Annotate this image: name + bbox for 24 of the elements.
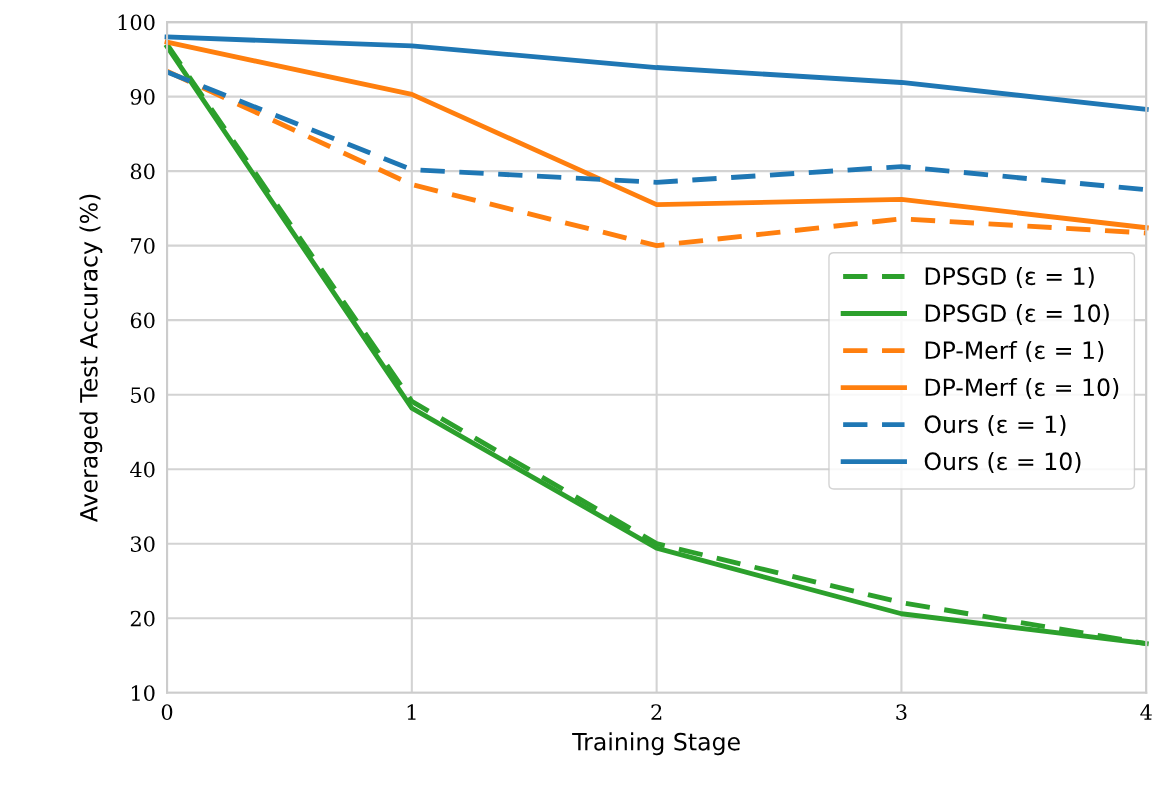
y-tick-label: 100: [118, 14, 155, 31]
y-tick-label: 60: [130, 312, 155, 329]
y-axis-title: Averaged Test Accuracy (%): [79, 194, 103, 523]
x-tick-label: 4: [1140, 704, 1152, 720]
legend-label: DP-Merf (ε = 1): [925, 340, 1104, 362]
x-tick-label: 2: [651, 704, 662, 720]
x-tick-label: 1: [407, 704, 416, 720]
y-tick-label: 30: [131, 536, 155, 552]
legend-label: DPSGD (ε = 1): [925, 266, 1094, 288]
y-tick-label: 10: [131, 685, 155, 701]
y-tick-label: 40: [130, 461, 155, 478]
x-tick-label: 3: [896, 704, 907, 720]
y-tick-label: 20: [130, 610, 155, 627]
x-tick-label: 0: [161, 704, 173, 720]
y-tick-label: 80: [130, 163, 155, 180]
legend-label: DP-Merf (ε = 10): [925, 377, 1119, 399]
line-series: [164, 34, 1149, 112]
legend-label: DPSGD (ε = 10): [925, 303, 1109, 325]
legend-label: Ours (ε = 10): [924, 451, 1081, 473]
y-tick-label: 70: [131, 238, 155, 254]
y-tick-label: 50: [131, 387, 155, 403]
legend-label: Ours (ε = 1): [924, 414, 1066, 436]
x-axis-title: Training Stage: [572, 732, 740, 756]
y-tick-label: 90: [130, 89, 155, 105]
